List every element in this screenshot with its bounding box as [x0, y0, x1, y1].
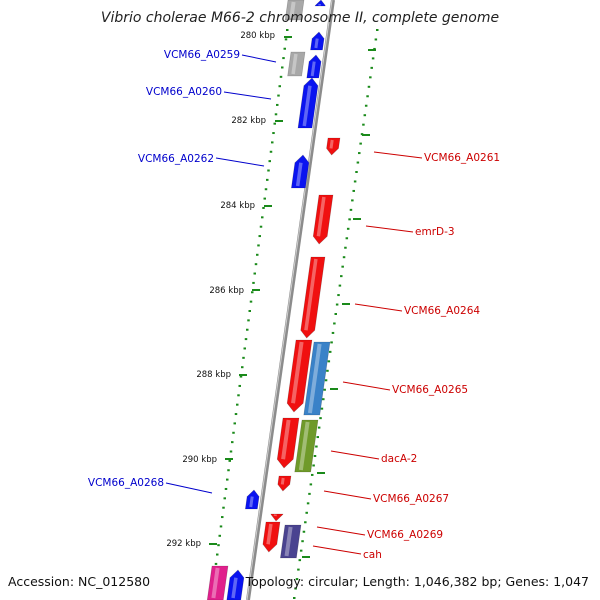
gene-feature-shade [231, 577, 238, 599]
gene-feature [306, 54, 322, 79]
gene-feature-shade [291, 341, 304, 404]
gene-feature [303, 341, 331, 416]
gene-feature [284, 0, 305, 21]
gene-feature-shade [284, 526, 293, 557]
gene-feature [291, 154, 310, 189]
scale-label: 284 kbp [220, 201, 255, 211]
gene-feature-shade [249, 496, 254, 508]
gene-feature-shade [291, 53, 298, 75]
gene-label[interactable]: VCM66_A0260 [146, 86, 222, 98]
leader-line [373, 151, 423, 159]
leader-line [215, 157, 265, 167]
outer-scale-ticks [293, 29, 379, 599]
gene-label[interactable]: VCM66_A0259 [164, 49, 240, 61]
gene-feature [314, 0, 326, 7]
gene-feature-shade [314, 38, 319, 49]
gene-feature-shade [310, 61, 316, 77]
gene-label[interactable]: cah [363, 549, 382, 561]
backbone-highlight [246, 0, 333, 600]
chromosome-backbone [246, 0, 335, 600]
gene-feature [244, 489, 260, 510]
gene-feature-shade [302, 85, 312, 127]
gene-feature [262, 521, 281, 553]
gene-feature [310, 31, 325, 51]
backbone-line [246, 0, 335, 600]
gene-feature [277, 475, 292, 492]
leader-line [241, 54, 277, 63]
gene-feature-shade [316, 196, 326, 237]
gene-label[interactable]: VCM66_A0269 [367, 529, 443, 541]
gene-feature [312, 194, 334, 245]
gene-features [206, 0, 341, 600]
leader-line [323, 490, 372, 500]
scale-label: 282 kbp [231, 116, 266, 126]
gene-feature [270, 513, 284, 522]
gene-label[interactable]: emrD-3 [415, 226, 455, 238]
leader-line [342, 381, 391, 391]
gene-label[interactable]: VCM66_A0268 [88, 477, 164, 489]
gene-label[interactable]: VCM66_A0265 [392, 384, 468, 396]
gene-feature-shade [211, 567, 220, 599]
gene-feature [226, 569, 245, 600]
gene-label[interactable]: VCM66_A0262 [138, 153, 214, 165]
leader-line [365, 225, 414, 233]
topology-summary: Topology: circular; Length: 1,046,382 bp… [245, 574, 589, 589]
gene-labels: VCM66_A0259 VCM66_A0260 VCM66_A0262 VCM6… [88, 49, 500, 561]
leader-line [165, 482, 213, 494]
scale-label: 292 kbp [166, 539, 201, 549]
scale-label: 290 kbp [182, 455, 217, 465]
gene-feature [287, 51, 306, 77]
gene-label[interactable]: VCM66_A0261 [424, 152, 500, 164]
gene-feature-shade [295, 162, 303, 187]
gene-feature-shade [280, 477, 285, 485]
leader-line [312, 545, 362, 555]
gene-label[interactable]: VCM66_A0267 [373, 493, 449, 505]
leader-line [223, 91, 272, 100]
gene-feature [206, 565, 229, 600]
scale-label: 286 kbp [209, 286, 244, 296]
gene-label[interactable]: VCM66_A0264 [404, 305, 480, 317]
scale-label: 280 kbp [240, 31, 275, 41]
gene-feature [326, 137, 341, 156]
gene-feature-shade [266, 523, 273, 545]
gene-feature [286, 339, 313, 413]
leader-line [354, 303, 403, 312]
leader-line [330, 450, 380, 460]
gene-feature-shade [281, 419, 291, 460]
gene-feature [297, 77, 319, 129]
gene-label[interactable]: dacA-2 [381, 453, 417, 465]
scale-labels: 280 kbp 282 kbp 284 kbp 286 kbp 288 kbp … [166, 31, 275, 549]
gene-feature-shade [307, 343, 322, 414]
gene-feature-shade [329, 139, 334, 149]
scale-label: 288 kbp [196, 370, 231, 380]
gene-feature [280, 524, 302, 559]
gene-feature [276, 417, 300, 469]
gene-feature [300, 256, 326, 339]
gene-feature-shade [298, 421, 310, 471]
gene-feature-shade [289, 1, 296, 19]
accession-text: Accession: NC_012580 [8, 574, 150, 589]
leader-line [316, 526, 366, 536]
gene-feature [294, 419, 319, 473]
gene-feature-shade [304, 258, 318, 331]
label-leader-lines [165, 54, 423, 555]
map-title: Vibrio cholerae M66-2 chromosome II, com… [101, 10, 499, 26]
